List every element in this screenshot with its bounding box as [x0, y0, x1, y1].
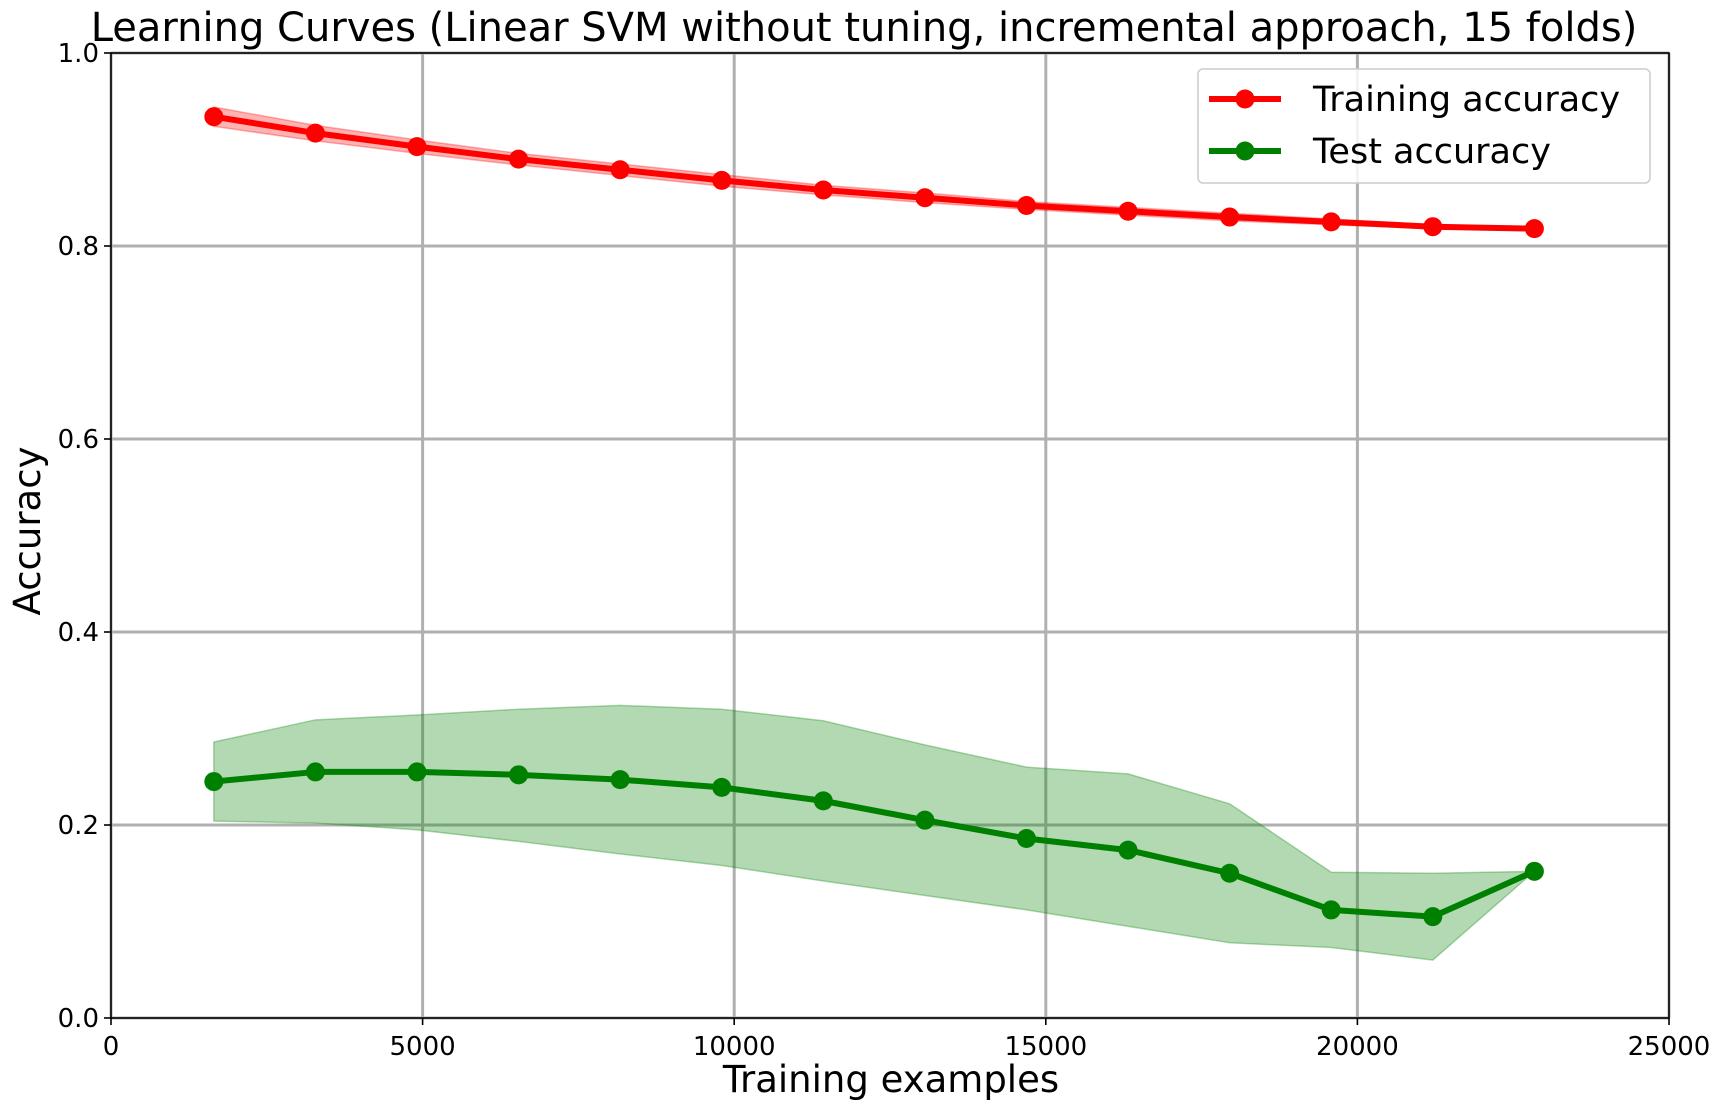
series-points: [204, 107, 1544, 927]
test-accuracy-point: [1220, 863, 1240, 883]
training-accuracy-point: [1423, 217, 1443, 237]
training-accuracy-point: [1220, 207, 1240, 227]
training-accuracy-point: [1118, 201, 1138, 221]
x-axis-ticks: 0 5000 10000 15000 20000 25000: [103, 1018, 1711, 1062]
test-accuracy-point: [813, 791, 833, 811]
test-accuracy-point: [1321, 900, 1341, 920]
test-accuracy-point: [509, 765, 529, 785]
test-accuracy-point: [1118, 840, 1138, 860]
x-tick-label: 25000: [1628, 1032, 1711, 1062]
y-tick-label: 0.2: [58, 811, 99, 841]
training-accuracy-point: [509, 149, 529, 169]
test-accuracy-line: [213, 768, 1536, 920]
legend-label-1: Test accuracy: [1312, 132, 1551, 172]
training-accuracy-point: [407, 137, 427, 157]
test-accuracy-point: [407, 762, 427, 782]
training-accuracy-point: [915, 188, 935, 208]
plot-frame: [110, 52, 1670, 1019]
chart-title: Learning Curves (Linear SVM without tuni…: [91, 5, 1638, 51]
training-accuracy-line: [213, 113, 1535, 232]
x-tick-label: 20000: [1316, 1032, 1399, 1062]
x-tick-label: 0: [103, 1032, 120, 1062]
test-accuracy-point: [610, 770, 630, 790]
y-tick-label: 0.4: [58, 618, 99, 648]
training-accuracy-point: [712, 170, 732, 190]
x-axis-title: Training examples: [722, 1058, 1059, 1101]
legend-marker-1: [1235, 141, 1255, 161]
y-tick-label: 0.8: [58, 232, 99, 262]
training-accuracy-point: [610, 160, 630, 180]
x-tick-label: 15000: [1004, 1032, 1087, 1062]
training-accuracy-point: [1016, 195, 1036, 215]
series-lines: [213, 113, 1536, 920]
legend-frame: [1197, 68, 1651, 184]
x-tick-label: 5000: [390, 1032, 456, 1062]
test-accuracy-point: [712, 777, 732, 797]
test-accuracy-point: [1423, 907, 1443, 927]
y-axis-ticks: 0.0 0.2 0.4 0.6 0.8 1.0: [58, 39, 111, 1034]
test-accuracy-point: [305, 762, 325, 782]
training-accuracy-point: [1321, 212, 1341, 232]
legend-marker-0: [1235, 89, 1255, 109]
y-tick-label: 1.0: [58, 39, 99, 69]
training-accuracy-point: [204, 107, 224, 127]
training-accuracy-point: [813, 180, 833, 200]
test-accuracy-point: [1016, 829, 1036, 849]
y-tick-label: 0.0: [58, 1004, 99, 1034]
x-tick-label: 10000: [693, 1032, 776, 1062]
y-tick-label: 0.6: [58, 425, 99, 455]
legend: Training accuracy Test accuracy: [1197, 68, 1651, 184]
test-accuracy-point: [204, 772, 224, 792]
test-accuracy-point: [915, 810, 935, 830]
legend-label-0: Training accuracy: [1312, 80, 1620, 120]
training-accuracy-point: [1524, 219, 1544, 239]
test-accuracy-point: [1524, 861, 1544, 881]
training-accuracy-point: [305, 123, 325, 143]
y-axis-title: Accuracy: [6, 447, 49, 616]
test-accuracy-band: [213, 704, 1537, 961]
